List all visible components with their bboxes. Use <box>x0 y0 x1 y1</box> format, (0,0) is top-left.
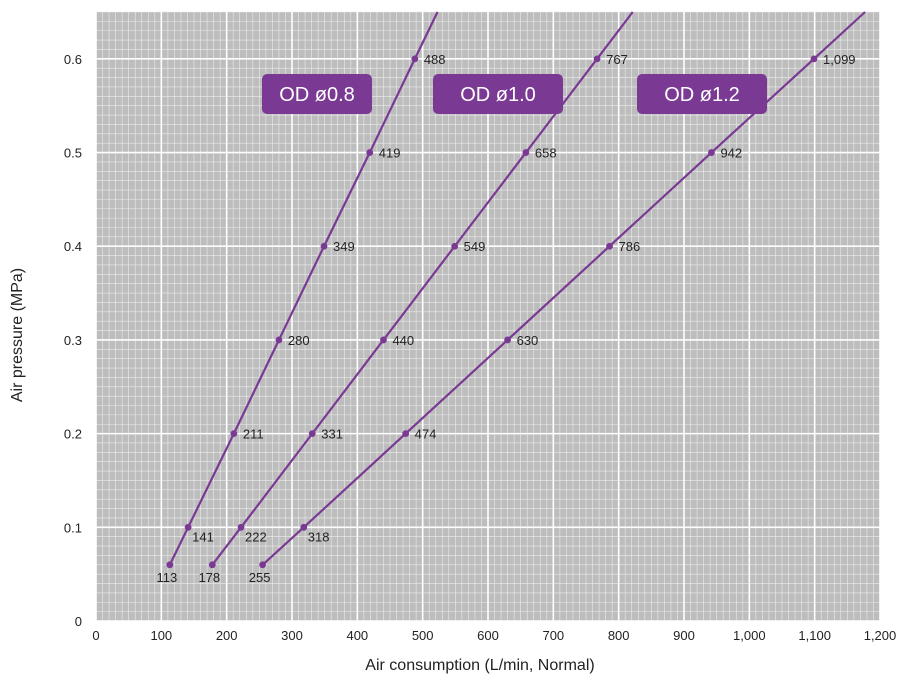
data-label: 113 <box>156 570 177 585</box>
data-point <box>411 55 419 63</box>
series-badge-box <box>433 74 563 114</box>
x-tick-labels: 0 100 200 300 400 500 600 700 800 900 1,000 1,100 1,… <box>92 628 896 643</box>
data-label: 280 <box>288 333 310 348</box>
data-point <box>308 430 316 438</box>
series-line-1 <box>168 11 439 566</box>
x-tick-label: 700 <box>542 628 564 643</box>
data-point <box>593 55 601 63</box>
y-tick-labels: 0 0.1 0.2 0.3 0.4 0.5 0.6 <box>64 52 82 629</box>
x-tick-label: 0 <box>92 628 99 643</box>
data-point <box>522 149 530 156</box>
major-grid <box>95 12 881 622</box>
data-label: 549 <box>464 239 486 254</box>
y-tick-label: 0.3 <box>64 333 82 348</box>
series-points <box>166 55 818 569</box>
x-tick-label: 1,100 <box>798 628 831 643</box>
series-badge-box <box>262 74 372 114</box>
data-label: 1,099 <box>823 52 856 67</box>
y-tick-label: 0.1 <box>64 520 82 535</box>
data-label: 942 <box>720 146 742 161</box>
y-tick-label: 0.4 <box>64 239 82 254</box>
series-badge-1: OD ø0.8 <box>262 74 372 114</box>
data-point <box>380 336 387 344</box>
data-label: 419 <box>379 146 401 161</box>
data-point <box>606 242 613 250</box>
data-label: 786 <box>619 239 641 254</box>
data-label: 349 <box>333 239 355 254</box>
data-point <box>366 149 374 156</box>
series-lines <box>168 11 866 566</box>
data-label: 440 <box>392 333 414 348</box>
x-tick-label: 1,200 <box>864 628 897 643</box>
data-point <box>810 55 818 63</box>
data-point <box>166 561 174 569</box>
data-label: 630 <box>517 333 539 348</box>
data-label: 474 <box>415 427 437 442</box>
data-label: 255 <box>249 570 271 585</box>
series-line-3 <box>261 11 866 566</box>
y-tick-label: 0.5 <box>64 146 82 161</box>
data-point <box>230 430 238 438</box>
x-axis-title: Air consumption (L/min, Normal) <box>365 657 594 674</box>
x-tick-label: 1,000 <box>733 628 766 643</box>
y-tick-label: 0.6 <box>64 52 82 67</box>
x-tick-label: 300 <box>281 628 303 643</box>
series-badge-label: OD ø1.2 <box>664 84 740 106</box>
data-point <box>320 242 328 250</box>
data-label: 488 <box>424 52 446 67</box>
data-point <box>300 523 308 531</box>
data-point <box>259 561 266 569</box>
x-tick-label: 200 <box>216 628 238 643</box>
x-tick-label: 100 <box>150 628 172 643</box>
x-tick-label: 400 <box>346 628 368 643</box>
data-point <box>208 561 216 569</box>
series-badge-label: OD ø0.8 <box>279 84 355 106</box>
series-badge-box <box>637 74 767 114</box>
x-tick-label: 900 <box>673 628 695 643</box>
data-label: 331 <box>321 427 343 442</box>
y-axis-title: Air pressure (MPa) <box>9 268 26 402</box>
y-tick-label: 0.2 <box>64 427 82 442</box>
series-badge-2: OD ø1.0 <box>433 74 563 114</box>
data-label: 141 <box>192 529 214 544</box>
y-tick-label: 0 <box>75 614 82 629</box>
point-labels: 113 141 211 280 349 419 488 178 222 331 440 549 658 7… <box>156 52 855 585</box>
data-point <box>184 523 192 531</box>
data-point <box>275 336 283 344</box>
data-label: 767 <box>606 52 628 67</box>
series-line-2 <box>211 11 634 566</box>
data-label: 178 <box>198 570 220 585</box>
data-point <box>708 149 715 156</box>
data-point <box>451 242 459 250</box>
series-badge-label: OD ø1.0 <box>460 84 536 106</box>
data-label: 658 <box>535 146 557 161</box>
data-label: 222 <box>245 529 267 544</box>
x-tick-label: 500 <box>412 628 434 643</box>
series-badge-3: OD ø1.2 <box>637 74 767 114</box>
series-badges: OD ø0.8 OD ø1.0 OD ø1.2 <box>262 74 767 114</box>
x-tick-label: 600 <box>477 628 499 643</box>
data-point <box>402 430 410 438</box>
data-label: 211 <box>243 427 264 442</box>
data-point <box>237 523 245 531</box>
data-label: 318 <box>308 529 330 544</box>
x-tick-label: 800 <box>608 628 630 643</box>
data-point <box>504 336 511 344</box>
